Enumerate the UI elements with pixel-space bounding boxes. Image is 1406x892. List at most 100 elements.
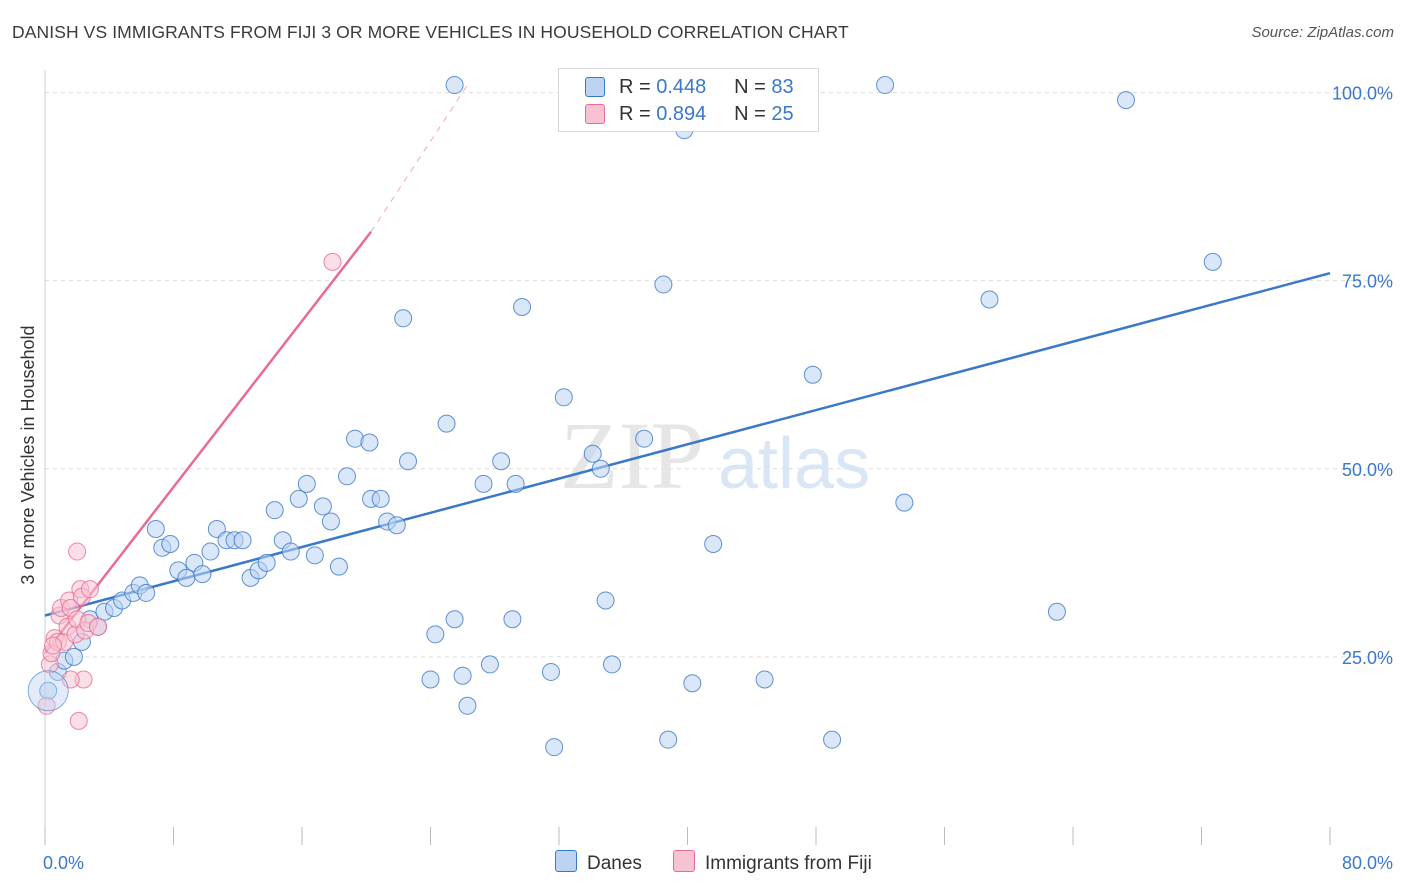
- legend-r-value-fiji: 0.894: [656, 103, 707, 125]
- data-point-fiji: [44, 636, 63, 655]
- watermark: ZIP atlas: [560, 402, 870, 509]
- data-point-danes: [426, 625, 445, 644]
- data-point-danes: [321, 512, 340, 531]
- x-tick-label: 80.0%: [1342, 853, 1393, 873]
- data-point-danes: [583, 444, 602, 463]
- data-point-danes: [480, 655, 499, 674]
- watermark-atlas: atlas: [718, 424, 870, 504]
- data-point-fiji: [68, 542, 87, 561]
- data-point-danes: [541, 662, 560, 681]
- data-point-danes: [337, 467, 356, 486]
- data-point-danes: [281, 542, 300, 561]
- data-point-danes: [659, 730, 678, 749]
- data-point-danes: [895, 493, 914, 512]
- data-point-danes: [704, 535, 723, 554]
- watermark-zip: ZIP: [560, 402, 704, 509]
- data-point-fiji: [61, 670, 80, 689]
- y-tick-label: 50.0%: [1342, 460, 1393, 480]
- data-point-danes: [513, 298, 532, 317]
- data-point-danes: [64, 647, 83, 666]
- legend-n-label: N =: [734, 103, 766, 125]
- data-point-danes: [1203, 252, 1222, 271]
- data-point-danes: [635, 429, 654, 448]
- trendline-danes: [44, 271, 1331, 617]
- data-point-fiji: [323, 252, 342, 271]
- data-point-danes: [545, 738, 564, 757]
- trendline-layer: [44, 84, 1331, 654]
- data-point-danes: [445, 76, 464, 95]
- data-point-fiji: [69, 711, 88, 730]
- legend-swatch-fiji: [585, 104, 605, 124]
- data-point-danes: [297, 474, 316, 493]
- data-point-danes: [803, 365, 822, 384]
- data-point-danes: [387, 516, 406, 535]
- chart-title: DANISH VS IMMIGRANTS FROM FIJI 3 OR MORE…: [12, 22, 849, 42]
- data-point-danes: [603, 655, 622, 674]
- data-point-danes: [360, 433, 379, 452]
- legend-r-label: R =: [619, 76, 651, 98]
- data-point-danes: [177, 568, 196, 587]
- legend-swatch-danes: [585, 77, 605, 97]
- bottom-legend-label-fiji: Immigrants from Fiji: [705, 853, 872, 874]
- trendline-fiji: [370, 84, 468, 233]
- data-point-danes: [591, 459, 610, 478]
- data-point-danes: [980, 290, 999, 309]
- data-point-fiji: [80, 580, 99, 599]
- bottom-legend-fiji: Immigrants from Fiji: [673, 850, 872, 876]
- data-point-danes: [445, 610, 464, 629]
- y-axis-label: 3 or more Vehicles in Household: [18, 325, 38, 584]
- legend-r-value-danes: 0.448: [656, 76, 707, 98]
- axis-layer: [44, 70, 1331, 845]
- bottom-legend-swatch-danes: [555, 850, 577, 872]
- data-point-danes: [503, 610, 522, 629]
- data-point-danes: [137, 583, 156, 602]
- data-point-danes: [474, 474, 493, 493]
- trendline-fiji: [44, 231, 373, 654]
- y-tick-label: 100.0%: [1332, 84, 1393, 104]
- data-point-danes: [458, 696, 477, 715]
- legend-n-value-danes: 83: [771, 76, 794, 98]
- data-point-danes: [146, 519, 165, 538]
- data-point-danes: [823, 730, 842, 749]
- data-point-danes: [289, 489, 308, 508]
- data-point-danes: [313, 497, 332, 516]
- stats-legend: R = 0.448 N = 83 R = 0.894 N = 25: [558, 68, 819, 132]
- data-point-danes-large: [27, 670, 69, 712]
- data-point-danes: [683, 674, 702, 693]
- data-point-danes: [596, 591, 615, 610]
- data-point-danes: [876, 76, 895, 95]
- data-point-danes: [453, 666, 472, 685]
- data-point-danes: [394, 309, 413, 328]
- data-point-fiji: [89, 617, 108, 636]
- data-point-danes: [1117, 91, 1136, 110]
- data-point-danes: [506, 474, 525, 493]
- tick-labels-layer: 25.0% 50.0% 75.0% 100.0% 0.0% 80.0%: [43, 84, 1393, 873]
- data-point-danes: [755, 670, 774, 689]
- data-point-danes: [1047, 602, 1066, 621]
- data-point-danes: [329, 557, 348, 576]
- data-point-danes: [554, 388, 573, 407]
- data-point-danes: [492, 452, 511, 471]
- bottom-legend-danes: Danes: [555, 850, 642, 876]
- data-point-danes: [371, 489, 390, 508]
- data-point-danes: [201, 542, 220, 561]
- data-point-danes: [437, 414, 456, 433]
- data-point-danes: [265, 501, 284, 520]
- y-tick-label: 75.0%: [1342, 272, 1393, 292]
- data-point-danes: [654, 275, 673, 294]
- bottom-legend-label-danes: Danes: [587, 853, 642, 874]
- data-point-danes: [305, 546, 324, 565]
- points-layer: [27, 76, 1222, 757]
- data-point-danes: [421, 670, 440, 689]
- data-point-danes: [233, 531, 252, 550]
- legend-r-label: R =: [619, 103, 651, 125]
- legend-n-label: N =: [734, 76, 766, 98]
- data-point-danes: [193, 565, 212, 584]
- x-tick-label: 0.0%: [43, 853, 84, 873]
- grid-layer: [45, 92, 1390, 658]
- y-tick-label: 25.0%: [1342, 648, 1393, 668]
- data-point-danes: [161, 535, 180, 554]
- legend-n-value-fiji: 25: [771, 103, 794, 125]
- bottom-legend-swatch-fiji: [673, 850, 695, 872]
